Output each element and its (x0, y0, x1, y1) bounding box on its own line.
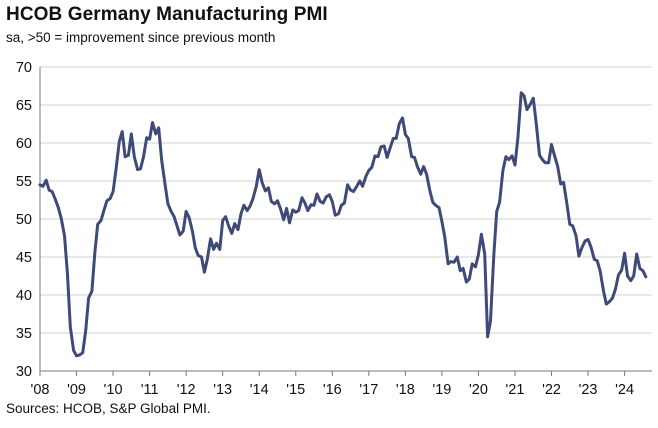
gridlines (40, 66, 652, 334)
y-tick-label: 70 (16, 60, 32, 76)
chart-subtitle: sa, >50 = improvement since previous mon… (6, 30, 276, 45)
x-tick-label: '20 (469, 382, 488, 398)
x-tick-label: '08 (31, 382, 50, 398)
x-tick-label: '19 (432, 382, 451, 398)
source-note: Sources: HCOB, S&P Global PMI. (6, 401, 211, 416)
axes (39, 67, 652, 376)
x-tick-label: '11 (141, 382, 159, 398)
x-tick-label: '13 (213, 382, 232, 398)
series-layer (38, 91, 648, 358)
y-tick-label: 30 (16, 364, 32, 380)
y-tick-label: 40 (16, 288, 32, 304)
y-axis-tick-labels: 30 35 40 45 50 55 60 65 70 (16, 60, 32, 380)
x-tick-label: '15 (286, 382, 305, 398)
x-tick-label: '21 (506, 382, 525, 398)
x-tick-label: '12 (177, 382, 196, 398)
x-tick-label: '16 (323, 382, 342, 398)
x-tick-label: '14 (250, 382, 269, 398)
series-line-pmi (38, 91, 648, 358)
x-axis-tick-labels: '08 '09 '10 '11 '12 '13 '14 '15 '16 '17 '18 '19 '20 '… (31, 382, 635, 398)
y-tick-label: 35 (16, 326, 32, 342)
y-tick-label: 55 (16, 174, 32, 190)
y-tick-label: 65 (16, 98, 32, 114)
x-tick-label: '09 (67, 382, 86, 398)
x-tick-label: '24 (615, 382, 634, 398)
y-tick-label: 50 (16, 212, 32, 228)
y-tick-label: 60 (16, 136, 32, 152)
x-tick-label: '23 (579, 382, 598, 398)
chart-title: HCOB Germany Manufacturing PMI (6, 4, 328, 25)
x-tick-label: '17 (359, 382, 378, 398)
x-tick-label: '10 (104, 382, 123, 398)
y-tick-label: 45 (16, 250, 32, 266)
x-tick-label: '22 (542, 382, 561, 398)
x-tick-label: '18 (396, 382, 415, 398)
